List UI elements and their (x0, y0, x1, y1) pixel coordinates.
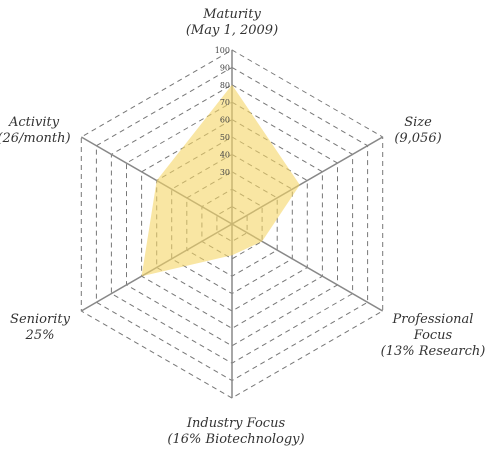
tick-label: 80 (220, 81, 230, 90)
data-area-layer (141, 84, 300, 277)
axis-label-line: Focus (413, 328, 453, 343)
axis-label-line: Professional (392, 312, 474, 327)
axis-label-line: Industry Focus (186, 416, 286, 431)
axis-label-line: (13% Research) (381, 344, 486, 359)
axis-labels: Maturity (May 1, 2009) Size (9,056) Professi… (0, 7, 485, 447)
axis-label-line: (16% Biotechnology) (167, 432, 304, 447)
tick-label: 50 (220, 133, 230, 142)
tick-label: 60 (220, 116, 230, 125)
axis-label-line: (26/month) (0, 131, 71, 146)
tick-label: 100 (215, 46, 230, 55)
axis-label: Professional Focus (13% Research) (381, 312, 486, 359)
tick-label: 30 (220, 168, 230, 177)
tick-labels: 30 40 50 60 70 80 90 100 (215, 46, 230, 177)
axis-label-line: (May 1, 2009) (186, 23, 278, 38)
axis-label: Size (9,056) (394, 115, 441, 146)
tick-label: 90 (220, 63, 230, 72)
axis-label: Maturity (May 1, 2009) (186, 7, 278, 38)
axis-label-line: Maturity (202, 7, 261, 22)
axis-label-line: (9,056) (394, 131, 441, 146)
axis-label-line: Seniority (10, 312, 71, 327)
axis-label: Activity (26/month) (0, 115, 71, 146)
tick-label: 70 (220, 98, 230, 107)
axis-label-line: Activity (8, 115, 60, 130)
axis-label-line: Size (404, 115, 432, 130)
axis-label: Industry Focus (16% Biotechnology) (167, 416, 304, 447)
tick-label: 40 (220, 150, 230, 159)
axis-label: Seniority 25% (10, 312, 71, 343)
data-area (141, 84, 300, 277)
axis-label-line: 25% (25, 328, 55, 343)
